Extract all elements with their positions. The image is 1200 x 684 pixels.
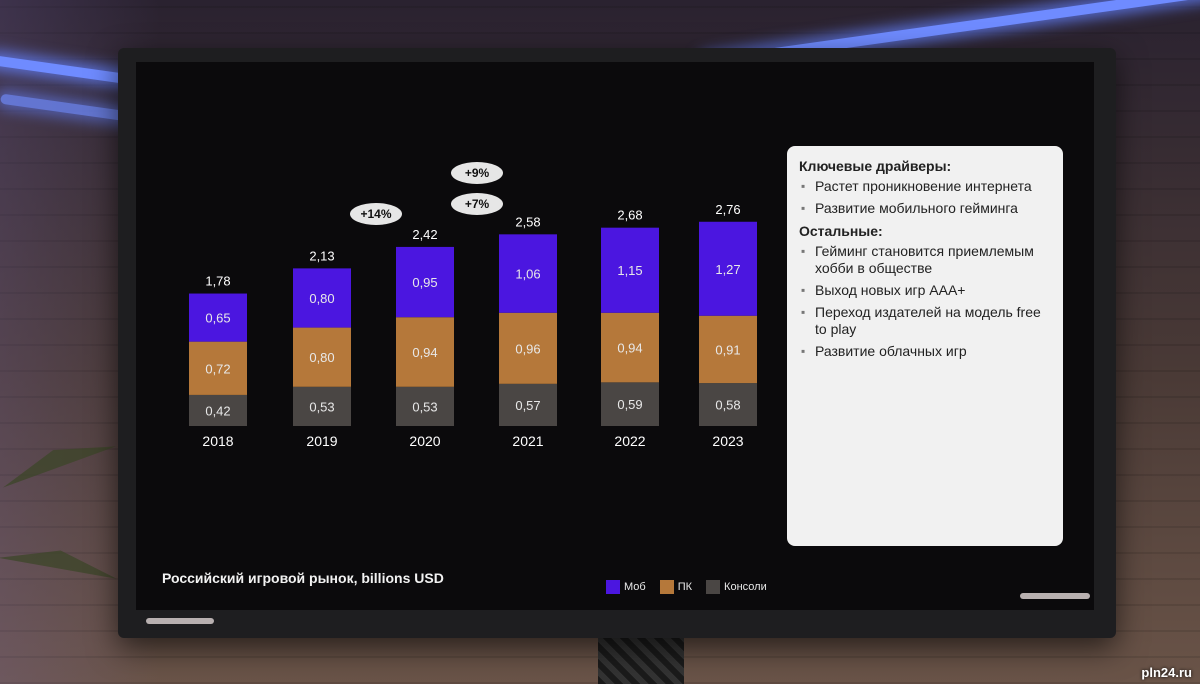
bar-segment	[396, 386, 454, 426]
legend-label-pc: ПК	[677, 581, 693, 593]
bullet-icon: ▪	[801, 179, 806, 193]
year-tick-label: 2021	[512, 433, 543, 449]
drivers-panel: Ключевые драйверы: ▪ Растет проникновение…	[787, 146, 1063, 546]
key-driver-item: ▪ Развитие мобильного гейминга	[801, 200, 1018, 216]
bar-segment	[189, 341, 247, 395]
bullet-icon: ▪	[801, 244, 806, 258]
bar-value-label: 0,59	[617, 397, 642, 412]
bar-value-label: 1,27	[715, 262, 740, 277]
tv-led-left	[146, 618, 214, 624]
legend-item-mob: Моб	[606, 580, 646, 594]
growth-badge-text: +14%	[360, 207, 391, 221]
bar-total-label: 2,76	[715, 202, 740, 217]
legend-swatch-mob	[606, 580, 620, 594]
bar-segment	[699, 315, 757, 384]
bar-segment	[293, 268, 351, 328]
tv-led-right	[1020, 593, 1090, 599]
other-drivers-title: Остальные:	[799, 223, 883, 239]
bar-segment	[499, 234, 557, 313]
bar-value-label: 0,57	[515, 398, 540, 413]
bar-value-label: 0,95	[412, 275, 437, 290]
bar-value-label: 0,80	[309, 350, 334, 365]
bar-value-label: 0,58	[715, 398, 740, 413]
key-drivers-list: ▪ Растет проникновение интернета ▪ Развити…	[799, 178, 1053, 217]
bar-value-label: 0,96	[515, 341, 540, 356]
chart-caption: Российский игровой рынок, billions USD	[162, 570, 444, 586]
bar-segment	[499, 383, 557, 426]
bar-value-label: 0,42	[205, 403, 230, 418]
bar-segment	[189, 394, 247, 426]
bullet-icon: ▪	[801, 201, 806, 215]
other-driver-item: ▪ Переход издателей на модель free to pla…	[801, 304, 1041, 337]
bar-segment	[293, 386, 351, 426]
legend-swatch-consoles	[706, 580, 721, 594]
other-drivers-list: ▪ Гейминг становится приемлемым хобби в о…	[799, 243, 1053, 360]
bar-segment	[699, 221, 757, 316]
bar-value-label: 0,94	[412, 345, 437, 360]
bar-total-label: 2,42	[412, 227, 437, 242]
legend-swatch-pc	[659, 580, 674, 594]
other-driver-item: ▪ Развитие облачных игр	[801, 343, 967, 359]
bar-segment	[189, 293, 247, 342]
bar-total-label: 2,68	[617, 208, 642, 223]
bar-segment	[396, 317, 454, 387]
bar-value-label: 0,80	[309, 291, 334, 306]
bar-value-label: 0,91	[715, 342, 740, 357]
legend-label-mob: Моб	[624, 581, 646, 593]
bar-total-label: 2,13	[309, 248, 334, 263]
bullet-icon: ▪	[801, 305, 806, 319]
legend-item-consoles: Консоли	[706, 580, 767, 594]
other-driver-item: ▪ Выход новых игр AAA+	[801, 282, 966, 298]
bar-segment	[396, 246, 454, 318]
bar-value-label: 0,94	[617, 341, 642, 356]
bar-total-label: 1,78	[205, 274, 230, 289]
growth-badge-text: +9%	[465, 166, 490, 180]
growth-badge	[350, 203, 402, 225]
year-tick-label: 2023	[712, 433, 743, 449]
bar-value-label: 1,15	[617, 263, 642, 278]
other-driver-item: ▪ Гейминг становится приемлемым хобби в о…	[801, 243, 1034, 276]
bar-value-label: 0,53	[309, 399, 334, 414]
bar-value-label: 0,53	[412, 399, 437, 414]
key-drivers-title: Ключевые драйверы:	[799, 158, 952, 174]
legend-item-pc: ПК	[659, 580, 693, 594]
key-driver-item: ▪ Растет проникновение интернета	[801, 178, 1032, 194]
watermark: pln24.ru	[1141, 665, 1192, 680]
growth-badge-text: +7%	[465, 197, 490, 211]
bar-segment	[601, 312, 659, 383]
year-tick-label: 2020	[409, 433, 440, 449]
bar-value-label: 0,72	[205, 361, 230, 376]
growth-badge	[451, 162, 503, 184]
bar-segment	[293, 327, 351, 387]
bar-total-label: 2,58	[515, 214, 540, 229]
year-tick-label: 2019	[306, 433, 337, 449]
chart-legend: Моб ПК Консоли	[606, 580, 767, 594]
bar-value-label: 0,65	[205, 311, 230, 326]
bar-segment	[699, 383, 757, 426]
legend-label-consoles: Консоли	[724, 581, 767, 593]
bullet-icon: ▪	[801, 344, 806, 358]
bar-segment	[601, 382, 659, 426]
year-tick-label: 2018	[202, 433, 233, 449]
bullet-icon: ▪	[801, 283, 806, 297]
bar-value-label: 1,06	[515, 267, 540, 282]
bar-segment	[499, 312, 557, 384]
bar-segment	[601, 227, 659, 313]
growth-badge	[451, 193, 503, 215]
year-tick-label: 2022	[614, 433, 645, 449]
